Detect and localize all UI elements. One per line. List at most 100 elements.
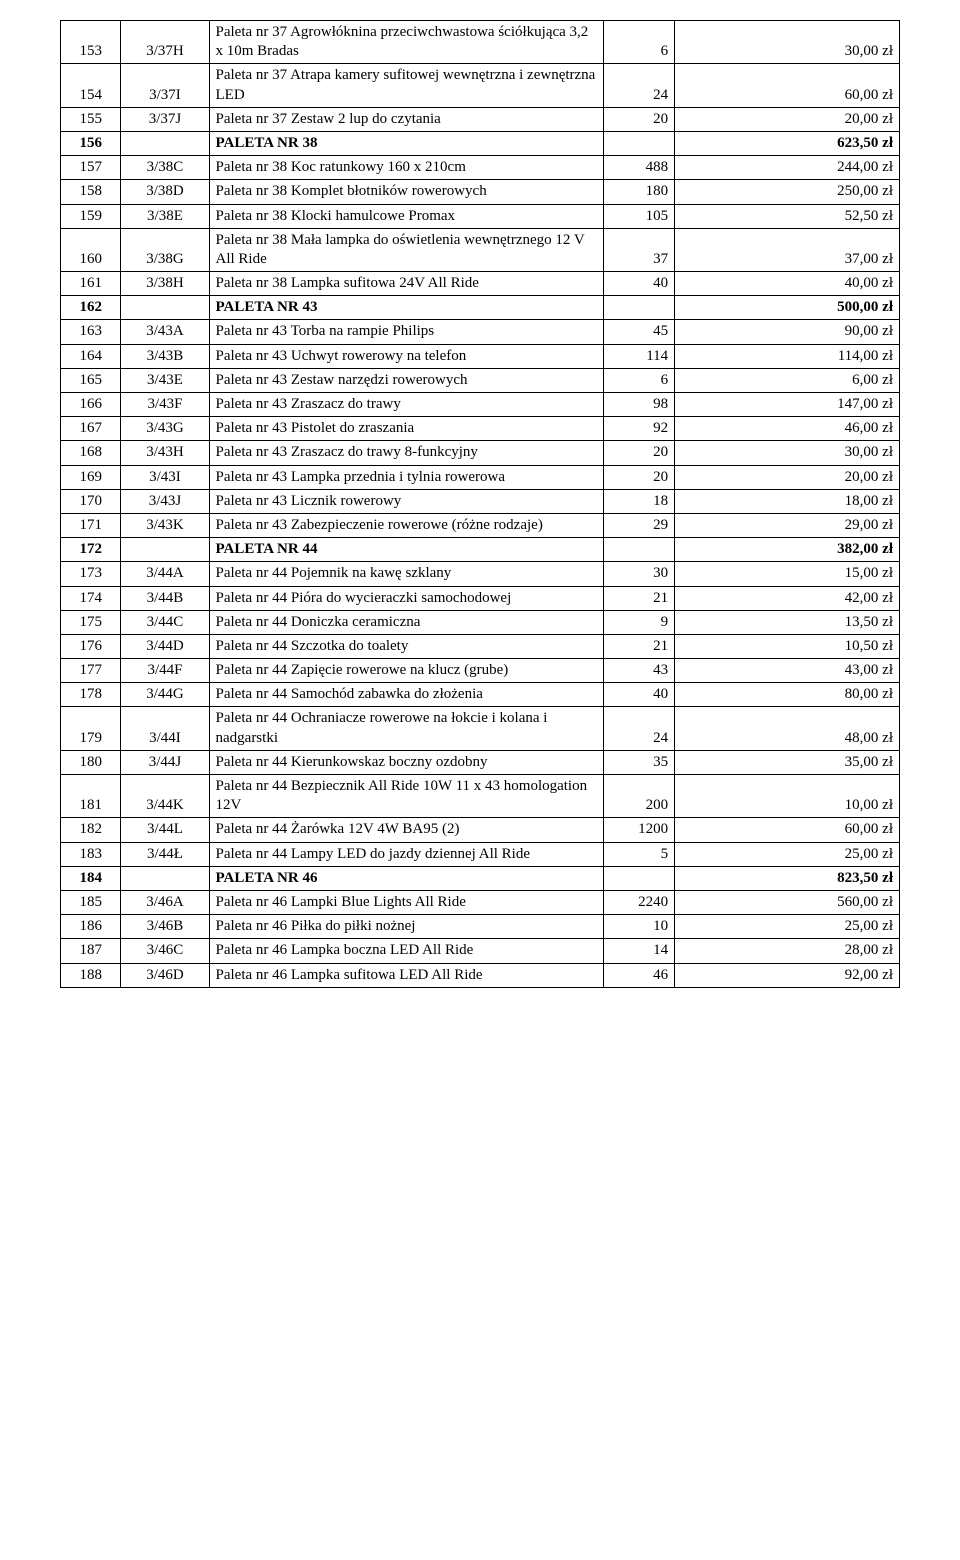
cell-code: 3/46D — [121, 963, 209, 987]
cell-seq: 188 — [61, 963, 121, 987]
cell-code: 3/43J — [121, 489, 209, 513]
cell-code — [121, 296, 209, 320]
cell-description: Paleta nr 38 Klocki hamulcowe Promax — [209, 204, 603, 228]
table-row: 1753/44CPaleta nr 44 Doniczka ceramiczna… — [61, 610, 900, 634]
cell-qty: 35 — [603, 750, 674, 774]
cell-qty: 105 — [603, 204, 674, 228]
cell-seq: 174 — [61, 586, 121, 610]
cell-description: Paleta nr 43 Zabezpieczenie rowerowe (ró… — [209, 513, 603, 537]
cell-qty: 9 — [603, 610, 674, 634]
cell-qty: 40 — [603, 683, 674, 707]
table-row: 1693/43IPaleta nr 43 Lampka przednia i t… — [61, 465, 900, 489]
cell-code: 3/46C — [121, 939, 209, 963]
cell-qty: 20 — [603, 465, 674, 489]
cell-qty: 46 — [603, 963, 674, 987]
cell-seq: 164 — [61, 344, 121, 368]
cell-seq: 162 — [61, 296, 121, 320]
cell-seq: 177 — [61, 659, 121, 683]
cell-price: 560,00 zł — [675, 890, 900, 914]
cell-code: 3/38E — [121, 204, 209, 228]
cell-description: Paleta nr 43 Lampka przednia i tylnia ro… — [209, 465, 603, 489]
cell-seq: 184 — [61, 866, 121, 890]
cell-price: 60,00 zł — [675, 818, 900, 842]
cell-code: 3/38G — [121, 228, 209, 271]
cell-code: 3/43H — [121, 441, 209, 465]
cell-description: Paleta nr 44 Zapięcie rowerowe na klucz … — [209, 659, 603, 683]
cell-code: 3/37J — [121, 107, 209, 131]
table-row: 1533/37HPaleta nr 37 Agrowłóknina przeci… — [61, 21, 900, 64]
cell-description: Paleta nr 43 Zraszacz do trawy 8-funkcyj… — [209, 441, 603, 465]
cell-qty: 43 — [603, 659, 674, 683]
cell-qty: 18 — [603, 489, 674, 513]
cell-code: 3/46B — [121, 915, 209, 939]
cell-code: 3/44G — [121, 683, 209, 707]
cell-seq: 181 — [61, 775, 121, 818]
cell-qty: 24 — [603, 707, 674, 750]
cell-qty: 92 — [603, 417, 674, 441]
table-row: 1673/43GPaleta nr 43 Pistolet do zraszan… — [61, 417, 900, 441]
cell-description: PALETA NR 38 — [209, 131, 603, 155]
cell-seq: 155 — [61, 107, 121, 131]
cell-code: 3/44D — [121, 634, 209, 658]
cell-description: PALETA NR 46 — [209, 866, 603, 890]
cell-qty: 10 — [603, 915, 674, 939]
cell-qty — [603, 296, 674, 320]
cell-seq: 153 — [61, 21, 121, 64]
cell-price: 6,00 zł — [675, 368, 900, 392]
cell-code: 3/44A — [121, 562, 209, 586]
cell-price: 30,00 zł — [675, 21, 900, 64]
cell-description: Paleta nr 37 Agrowłóknina przeciwchwasto… — [209, 21, 603, 64]
cell-qty — [603, 866, 674, 890]
cell-qty — [603, 538, 674, 562]
cell-code: 3/38D — [121, 180, 209, 204]
cell-code: 3/44Ł — [121, 842, 209, 866]
cell-description: Paleta nr 38 Mała lampka do oświetlenia … — [209, 228, 603, 271]
table-row: 1873/46CPaleta nr 46 Lampka boczna LED A… — [61, 939, 900, 963]
cell-qty: 180 — [603, 180, 674, 204]
cell-code: 3/43K — [121, 513, 209, 537]
cell-seq: 154 — [61, 64, 121, 107]
table-row: 1543/37IPaleta nr 37 Atrapa kamery sufit… — [61, 64, 900, 107]
table-row: 184 PALETA NR 46 823,50 zł — [61, 866, 900, 890]
cell-qty: 29 — [603, 513, 674, 537]
cell-seq: 180 — [61, 750, 121, 774]
cell-price: 40,00 zł — [675, 272, 900, 296]
cell-description: Paleta nr 44 Szczotka do toalety — [209, 634, 603, 658]
cell-price: 10,00 zł — [675, 775, 900, 818]
cell-seq: 158 — [61, 180, 121, 204]
cell-description: Paleta nr 46 Lampka sufitowa LED All Rid… — [209, 963, 603, 987]
cell-price: 48,00 zł — [675, 707, 900, 750]
cell-price: 42,00 zł — [675, 586, 900, 610]
cell-qty: 5 — [603, 842, 674, 866]
table-row: 1803/44JPaleta nr 44 Kierunkowskaz boczn… — [61, 750, 900, 774]
cell-price: 244,00 zł — [675, 156, 900, 180]
cell-seq: 157 — [61, 156, 121, 180]
table-row: 1583/38DPaleta nr 38 Komplet błotników r… — [61, 180, 900, 204]
cell-price: 43,00 zł — [675, 659, 900, 683]
cell-qty: 1200 — [603, 818, 674, 842]
cell-description: Paleta nr 43 Zestaw narzędzi rowerowych — [209, 368, 603, 392]
cell-qty: 24 — [603, 64, 674, 107]
cell-description: Paleta nr 38 Komplet błotników rowerowyc… — [209, 180, 603, 204]
cell-description: Paleta nr 46 Piłka do piłki nożnej — [209, 915, 603, 939]
cell-code: 3/43G — [121, 417, 209, 441]
cell-price: 823,50 zł — [675, 866, 900, 890]
cell-description: PALETA NR 44 — [209, 538, 603, 562]
cell-qty: 37 — [603, 228, 674, 271]
cell-code — [121, 866, 209, 890]
cell-qty: 6 — [603, 368, 674, 392]
table-row: 1653/43EPaleta nr 43 Zestaw narzędzi row… — [61, 368, 900, 392]
cell-seq: 183 — [61, 842, 121, 866]
cell-qty: 488 — [603, 156, 674, 180]
table-row: 1863/46BPaleta nr 46 Piłka do piłki nożn… — [61, 915, 900, 939]
cell-code: 3/43B — [121, 344, 209, 368]
cell-seq: 159 — [61, 204, 121, 228]
table-row: 1713/43KPaleta nr 43 Zabezpieczenie rowe… — [61, 513, 900, 537]
table-row: 1783/44GPaleta nr 44 Samochód zabawka do… — [61, 683, 900, 707]
cell-seq: 156 — [61, 131, 121, 155]
cell-description: Paleta nr 46 Lampki Blue Lights All Ride — [209, 890, 603, 914]
cell-price: 29,00 zł — [675, 513, 900, 537]
table-row: 156PALETA NR 38623,50 zł — [61, 131, 900, 155]
cell-qty: 6 — [603, 21, 674, 64]
cell-code: 3/43A — [121, 320, 209, 344]
